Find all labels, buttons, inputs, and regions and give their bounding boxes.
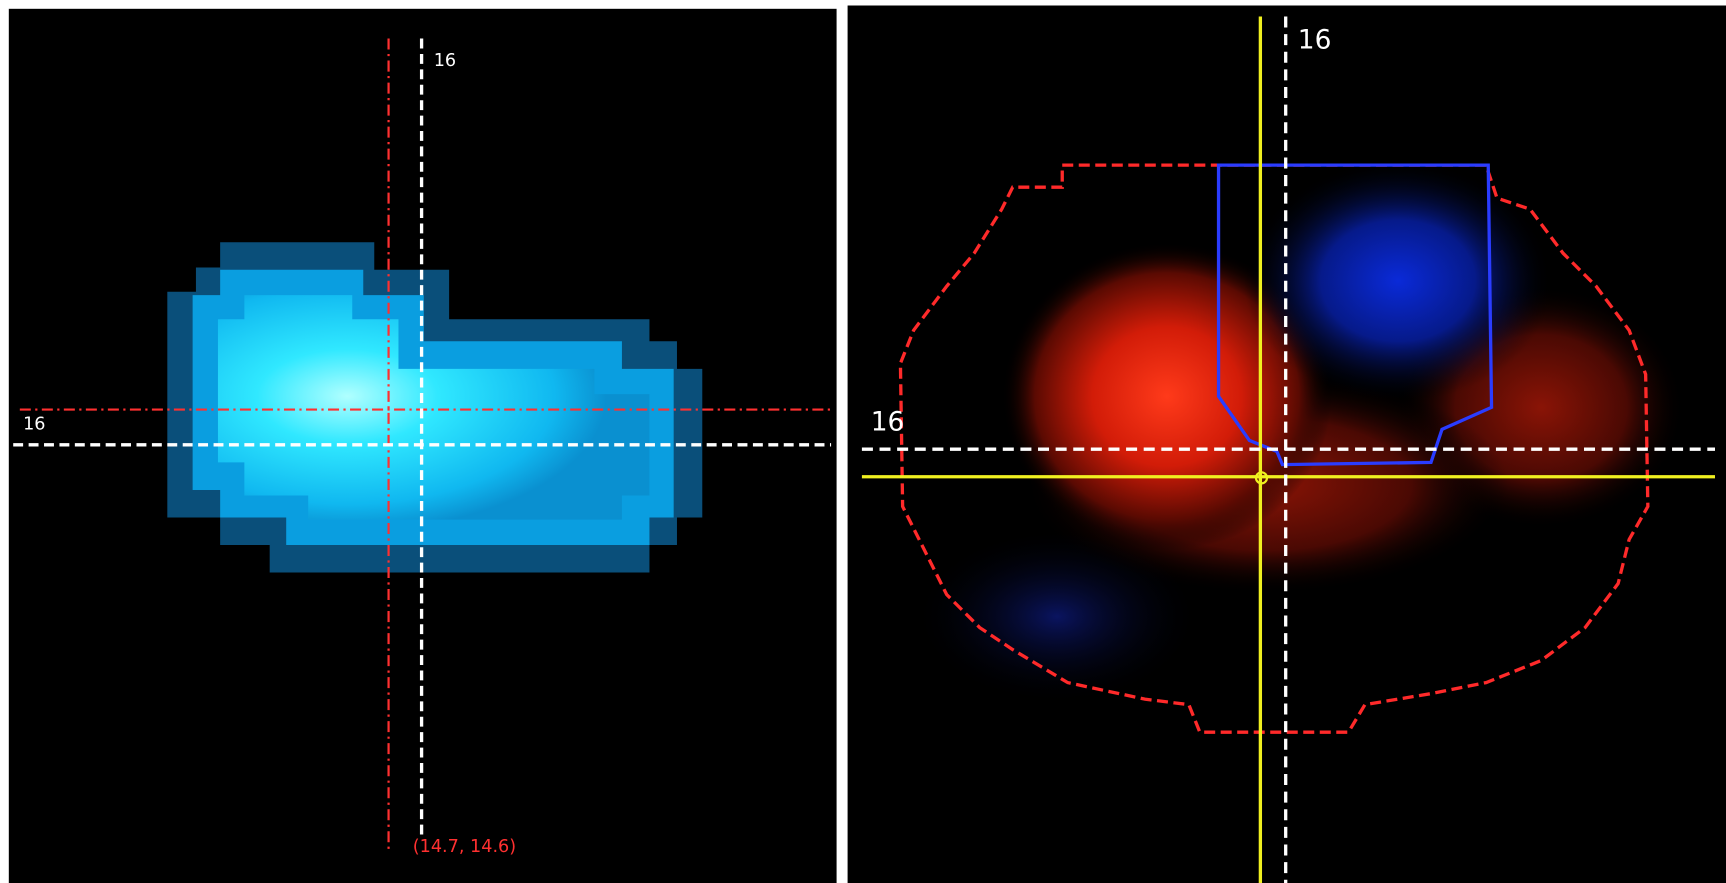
left-panel: 16 16 (14.7, 14.6) — [8, 8, 837, 883]
target-contour — [1216, 163, 1494, 467]
body-contour — [898, 163, 1650, 734]
right-panel: 16 16 — [847, 5, 1726, 883]
slice-label: 16 — [1298, 24, 1332, 55]
slice-label: 16 — [871, 406, 905, 437]
dose-blob — [1001, 242, 1332, 551]
crosshair-center — [1254, 471, 1269, 485]
coordinate-label: (14.7, 14.6) — [413, 837, 516, 857]
blob-core — [217, 295, 650, 520]
dose-blob — [1243, 159, 1553, 402]
slice-label: 16 — [23, 414, 45, 434]
slice-label: 16 — [434, 51, 456, 71]
